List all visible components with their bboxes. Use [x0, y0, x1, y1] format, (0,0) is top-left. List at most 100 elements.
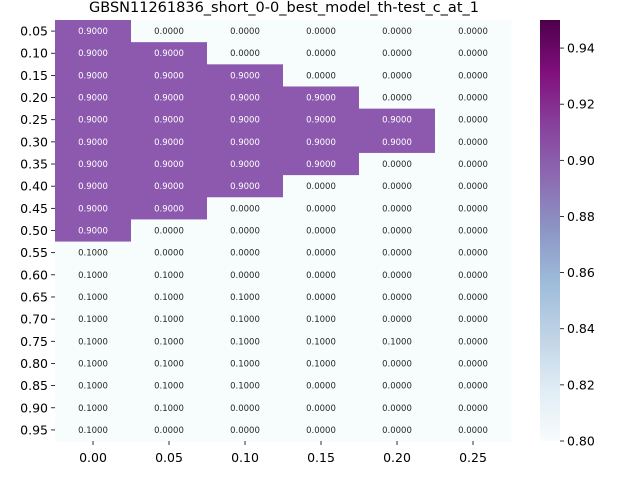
cell-value-label: 0.0000: [154, 249, 184, 259]
cell-value-label: 0.0000: [382, 293, 412, 303]
cell-value-label: 0.0000: [382, 49, 412, 59]
cell-value-label: 0.1000: [78, 249, 108, 259]
y-tick-label: 0.95: [20, 422, 48, 437]
heatmap-cell: [359, 108, 436, 132]
heatmap-cell: [283, 152, 360, 176]
heatmap-cell: [435, 108, 512, 132]
heatmap-cell: [131, 64, 208, 88]
heatmap-cell: [435, 374, 512, 398]
cell-value-label: 0.9000: [382, 138, 412, 148]
heatmap-cell: [207, 175, 284, 198]
heatmap-cell: [283, 197, 360, 221]
x-axis: 0.00 0.05 0.10 0.15 0.20 0.25: [79, 441, 487, 465]
cell-value-label: 0.0000: [458, 204, 488, 214]
y-tick-label: 0.80: [20, 356, 48, 371]
heatmap-cell: [283, 374, 360, 398]
cell-value-label: 0.1000: [154, 315, 184, 325]
heatmap-cell: [207, 241, 284, 265]
cell-value-label: 0.1000: [230, 293, 260, 303]
cell-value-label: 0.1000: [78, 404, 108, 414]
cell-value-label: 0.0000: [306, 426, 336, 436]
heatmap-cell: [131, 263, 208, 287]
heatmap-cell: [207, 42, 284, 65]
heatmap-cell: [283, 20, 360, 43]
cell-value-label: 0.9000: [306, 116, 336, 126]
cell-value-label: 0.0000: [306, 249, 336, 259]
heatmap-cell: [207, 130, 284, 154]
heatmap-cell: [359, 308, 436, 331]
cell-value-label: 0.9000: [306, 160, 336, 170]
colorbar-tick-label: 0.86: [567, 265, 595, 280]
y-tick-label: 0.75: [20, 334, 48, 349]
heatmap-cell: [435, 396, 512, 420]
cell-value-label: 0.0000: [458, 382, 488, 392]
cell-value-label: 0.9000: [78, 27, 108, 37]
cell-value-label: 0.0000: [230, 249, 260, 259]
cell-value-label: 0.9000: [78, 204, 108, 214]
cell-value-label: 0.0000: [458, 138, 488, 148]
heatmap-cell: [283, 130, 360, 154]
x-tick-label: 0.20: [383, 450, 411, 465]
heatmap-cells: [55, 20, 512, 442]
cell-value-label: 0.1000: [78, 337, 108, 347]
cell-value-label: 0.0000: [382, 27, 412, 37]
cell-value-label: 0.0000: [458, 94, 488, 104]
heatmap-cell: [207, 197, 284, 221]
heatmap-cell: [435, 197, 512, 221]
cell-value-label: 0.9000: [154, 49, 184, 59]
cell-value-label: 0.0000: [306, 227, 336, 237]
cell-value-label: 0.9000: [230, 182, 260, 192]
heatmap-cell: [359, 241, 436, 265]
cell-value-label: 0.9000: [230, 116, 260, 126]
cell-value-label: 0.0000: [230, 204, 260, 214]
heatmap-cell: [359, 20, 436, 43]
heatmap-cell: [55, 396, 132, 420]
cell-value-label: 0.0000: [458, 249, 488, 259]
heatmap-cell: [55, 108, 132, 132]
cell-value-label: 0.0000: [382, 315, 412, 325]
cell-value-label: 0.0000: [458, 359, 488, 369]
cell-value-label: 0.9000: [230, 160, 260, 170]
cell-value-label: 0.0000: [382, 160, 412, 170]
cell-value-label: 0.0000: [382, 204, 412, 214]
heatmap-cell: [55, 330, 132, 353]
heatmap-cell: [207, 308, 284, 331]
cell-value-label: 0.1000: [230, 382, 260, 392]
heatmap-cell: [359, 330, 436, 353]
heatmap-cell: [359, 64, 436, 88]
heatmap-cell: [283, 285, 360, 309]
heatmap-cell: [131, 396, 208, 420]
y-tick-label: 0.60: [20, 267, 48, 282]
cell-value-label: 0.0000: [458, 404, 488, 414]
heatmap-cell: [55, 308, 132, 331]
x-tick-label: 0.25: [459, 450, 487, 465]
cell-value-label: 0.9000: [154, 116, 184, 126]
heatmap-cell: [283, 352, 360, 376]
cell-value-label: 0.1000: [306, 359, 336, 369]
heatmap-cell: [359, 130, 436, 154]
heatmap-cell: [435, 285, 512, 309]
heatmap-cell: [55, 86, 132, 110]
heatmap-cell: [435, 86, 512, 110]
cell-value-label: 0.0000: [458, 271, 488, 281]
heatmap-cell: [435, 241, 512, 265]
cell-value-label: 0.9000: [154, 204, 184, 214]
heatmap-cell: [359, 418, 436, 442]
heatmap-cell: [435, 263, 512, 287]
heatmap-cell: [359, 374, 436, 398]
cell-value-label: 0.9000: [382, 116, 412, 126]
cell-value-label: 0.0000: [382, 426, 412, 436]
y-tick-label: 0.40: [20, 179, 48, 194]
heatmap-cell: [131, 219, 208, 243]
heatmap-cell: [359, 285, 436, 309]
cell-value-label: 0.9000: [230, 94, 260, 104]
cell-value-label: 0.1000: [382, 337, 412, 347]
cell-value-label: 0.1000: [154, 382, 184, 392]
heatmap-cell: [283, 86, 360, 110]
heatmap-cell: [359, 219, 436, 243]
heatmap-cell: [131, 285, 208, 309]
cell-value-label: 0.9000: [154, 71, 184, 81]
cell-value-label: 0.0000: [458, 315, 488, 325]
cell-value-label: 0.1000: [78, 293, 108, 303]
cell-value-label: 0.0000: [230, 404, 260, 414]
